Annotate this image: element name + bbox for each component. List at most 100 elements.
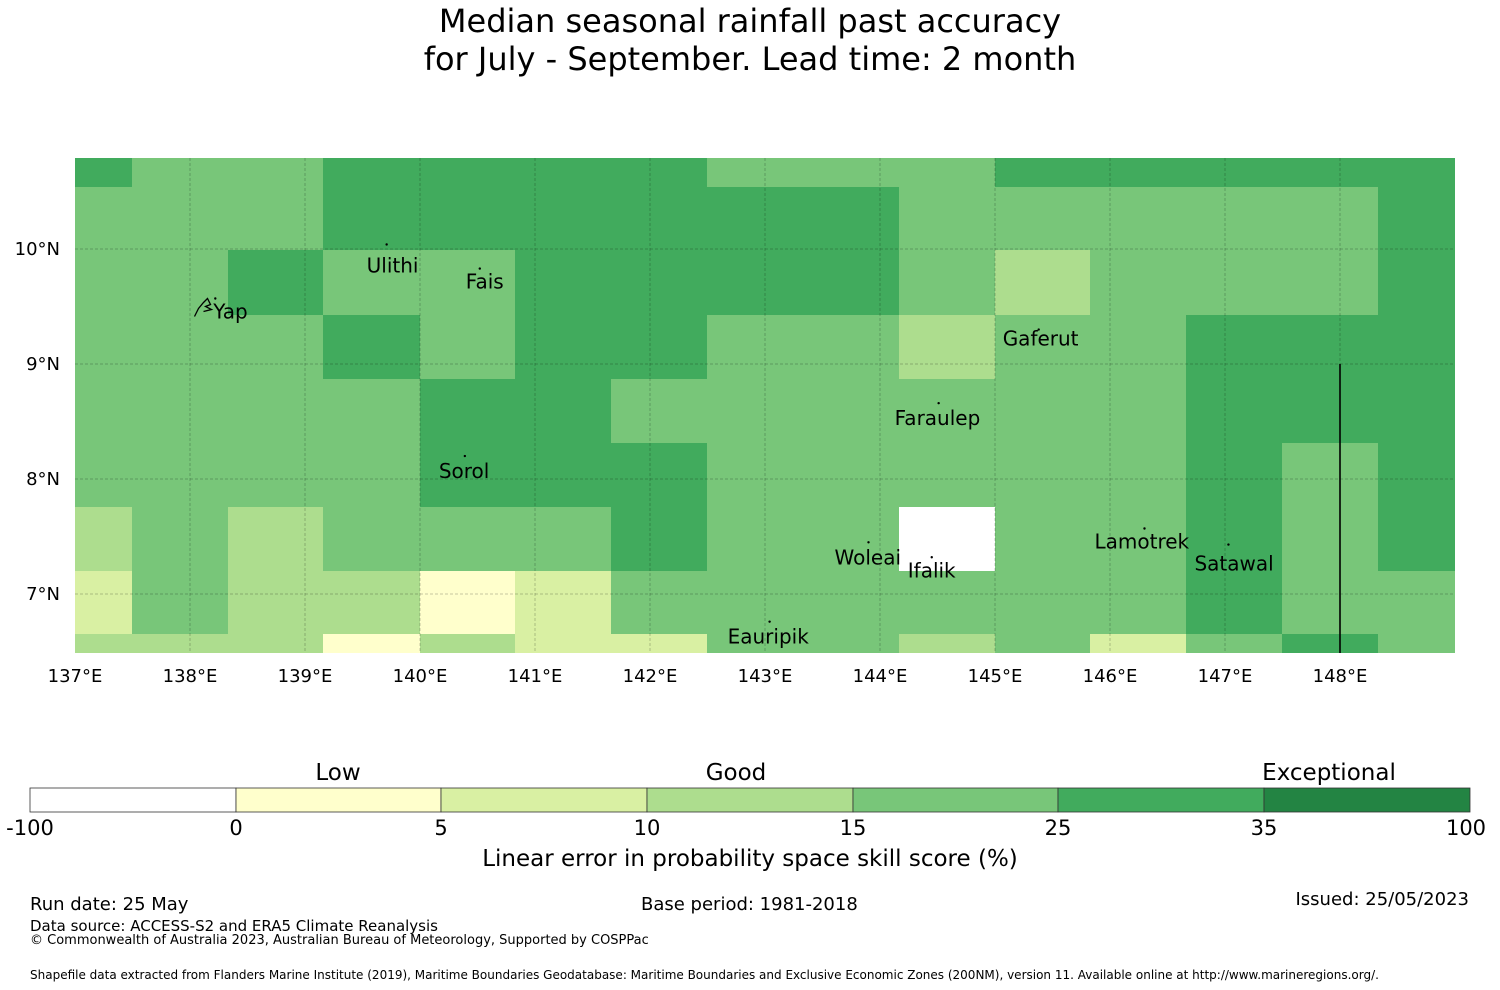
island-marker: [478, 267, 481, 270]
island-marker: [867, 541, 870, 544]
longitude-label: 138°E: [163, 666, 218, 687]
island-marker: [1227, 543, 1230, 546]
skill-cell: [1378, 187, 1455, 250]
island-marker: [385, 243, 388, 246]
colorbar-category-exceptional: Exceptional: [1262, 760, 1396, 786]
colorbar-category-low: Low: [315, 760, 361, 786]
skill-cell: [1186, 571, 1282, 634]
skill-cell: [995, 315, 1186, 379]
skill-cell: [1186, 443, 1282, 507]
skill-cell: [1186, 634, 1282, 653]
latitude-label: 10°N: [15, 239, 60, 260]
skill-cell: [611, 507, 707, 571]
island-label: Woleai: [835, 545, 902, 569]
longitude-label: 139°E: [278, 666, 333, 687]
colorbar-swatch: [852, 787, 1059, 813]
colorbar-swatch: [29, 787, 237, 813]
skill-cell: [323, 187, 899, 250]
longitude-label: 143°E: [738, 666, 793, 687]
colorbar-tick: 35: [1250, 816, 1278, 840]
skill-cell: [1378, 250, 1455, 315]
latitude-label: 7°N: [26, 584, 60, 605]
skill-cell: [75, 315, 323, 379]
skill-cell: [75, 187, 323, 250]
skill-cell: [1378, 443, 1455, 507]
skill-cell: [132, 571, 228, 634]
skill-cell: [420, 315, 515, 379]
skill-cell: [228, 507, 323, 571]
longitude-label: 142°E: [623, 666, 678, 687]
skill-cell: [420, 379, 611, 443]
map-title: Median seasonal rainfall past accuracy f…: [0, 2, 1500, 78]
skill-cell: [420, 571, 515, 634]
island-marker: [463, 454, 467, 458]
skill-cell: [323, 634, 420, 653]
island-label: Ulithi: [367, 253, 419, 277]
map-title-line-2: for July - September. Lead time: 2 month: [423, 40, 1077, 78]
longitude-label: 141°E: [508, 666, 563, 687]
skill-cell: [515, 250, 899, 315]
island-marker: [1143, 527, 1146, 530]
skill-cell: [228, 571, 420, 634]
skill-cell: [995, 634, 1090, 653]
island-marker: [937, 401, 940, 405]
island-label: Satawal: [1194, 552, 1273, 576]
skill-cell: [323, 315, 420, 379]
island-marker: [1037, 328, 1040, 331]
longitude-label: 147°E: [1198, 666, 1253, 687]
skill-cell: [132, 507, 228, 571]
skill-cell: [228, 250, 323, 315]
colorbar-tick: 100: [1445, 816, 1487, 840]
skill-cell: [899, 315, 995, 379]
island-label: Yap: [212, 300, 247, 324]
skill-cell: [1378, 634, 1455, 653]
island-marker: [930, 556, 933, 559]
skill-cell: [323, 158, 707, 187]
colorbar-tick: 15: [839, 816, 867, 840]
longitude-label: 145°E: [968, 666, 1023, 687]
skill-cell: [1282, 507, 1378, 571]
skill-cell: [420, 634, 515, 653]
skill-cell: [515, 634, 611, 653]
island-label: Lamotrek: [1095, 530, 1190, 554]
skill-cell: [132, 158, 323, 187]
skill-cell: [995, 507, 1186, 571]
base-period: Base period: 1981-2018: [641, 894, 858, 915]
colorbar-label: Linear error in probability space skill …: [482, 846, 1018, 872]
skill-cell: [75, 507, 132, 571]
skill-cell: [1186, 315, 1455, 379]
skill-cell: [75, 443, 420, 507]
skill-grid: [75, 158, 1455, 653]
colorbar-tick: -100: [6, 816, 54, 840]
map-axes: 137°E 138°E 139°E 140°E 141°E 142°E 143°E 144°E…: [15, 239, 1368, 687]
colorbar-swatch: [646, 787, 854, 813]
colorbar-swatch: [1057, 787, 1265, 813]
skill-cell: [75, 379, 420, 443]
latitude-label: 9°N: [26, 354, 60, 375]
skill-cell: [899, 187, 1378, 250]
shapefile-credit: Shapefile data extracted from Flanders M…: [30, 968, 1379, 982]
skill-cell: [1090, 634, 1186, 653]
colorbar-swatch: [235, 787, 442, 813]
colorbar: [29, 787, 1471, 813]
longitude-label: 137°E: [48, 666, 103, 687]
longitude-label: 148°E: [1313, 666, 1368, 687]
skill-cell: [75, 158, 132, 187]
skill-cell: [707, 315, 899, 379]
copyright: © Commonwealth of Australia 2023, Austra…: [30, 933, 649, 948]
yap-outline: [193, 297, 214, 317]
skill-cell: [1282, 571, 1455, 634]
colorbar-tick: 0: [229, 816, 243, 840]
colorbar-swatch: [1263, 787, 1471, 813]
skill-cell: [75, 250, 228, 315]
skill-cell: [707, 443, 1186, 507]
skill-cell: [1282, 634, 1378, 653]
skill-cell: [707, 507, 899, 571]
colorbar-tick: 5: [434, 816, 448, 840]
issued-date: Issued: 25/05/2023: [1295, 889, 1469, 910]
skill-cell: [420, 443, 707, 507]
colorbar-tick: 10: [633, 816, 661, 840]
longitude-label: 140°E: [393, 666, 448, 687]
skill-cell: [995, 158, 1455, 187]
